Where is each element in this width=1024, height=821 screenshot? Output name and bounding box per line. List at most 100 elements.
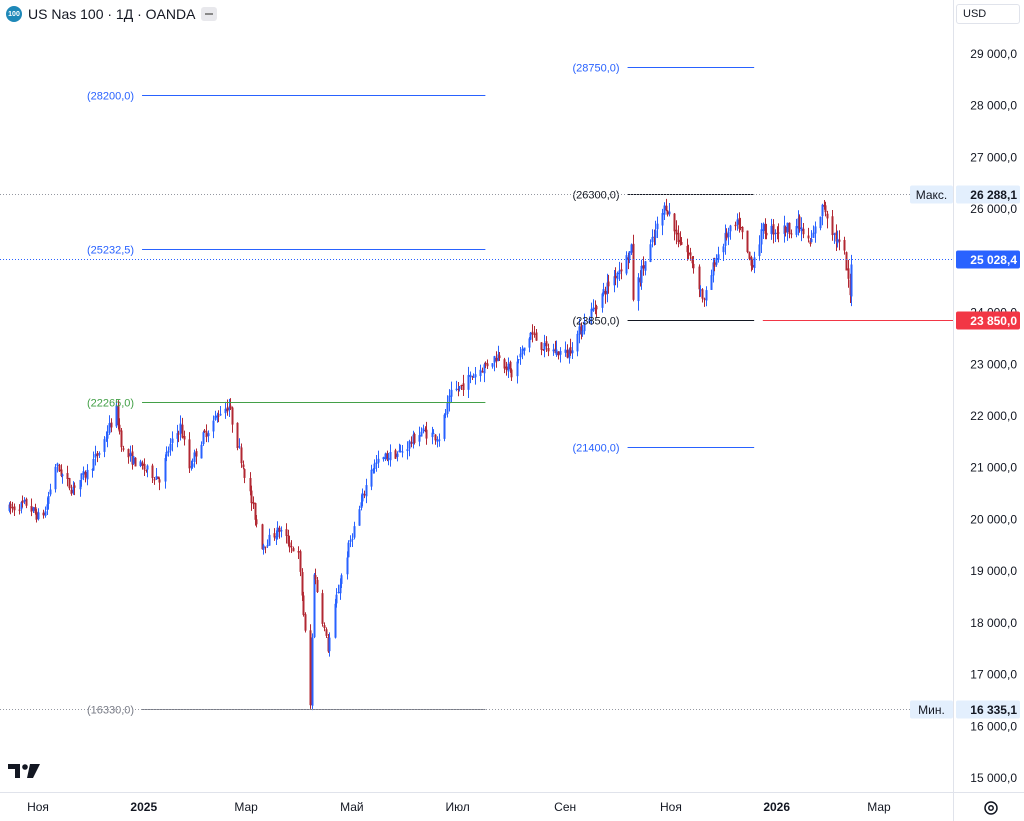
candle	[115, 405, 118, 427]
candle	[613, 276, 616, 286]
candle	[347, 542, 350, 558]
candle	[408, 441, 411, 449]
candle	[814, 226, 817, 234]
candle	[313, 574, 316, 638]
candle	[18, 509, 21, 511]
symbol-header[interactable]: 100 US Nas 100 · 1Д · OANDA	[6, 4, 218, 24]
currency-button[interactable]: USD	[956, 4, 1020, 24]
last-price-tag	[956, 250, 1020, 269]
candle	[217, 415, 220, 417]
candle	[394, 450, 397, 459]
candle	[444, 414, 447, 416]
fib-level-label: (26300,0)	[572, 190, 619, 202]
x-tick-label: 2025	[130, 800, 157, 814]
candle	[70, 489, 73, 494]
candle	[809, 240, 812, 245]
y-tick-label: 19 000,0	[970, 564, 1017, 578]
candle	[207, 433, 210, 437]
candle	[507, 363, 510, 372]
candle	[578, 326, 581, 335]
fibonacci-levels[interactable]: (28200,0) (25232,5) (22265,0) (16330,0) (287…	[87, 63, 755, 717]
candle	[25, 498, 28, 506]
candle	[268, 534, 271, 546]
candle	[713, 262, 716, 267]
candle	[365, 485, 368, 497]
y-tick-label: 15 000,0	[970, 771, 1017, 785]
low-tag	[956, 700, 1020, 719]
candle	[523, 347, 526, 351]
candle	[460, 384, 463, 386]
candle	[337, 591, 340, 594]
fib-level-label: (28750,0)	[572, 63, 619, 75]
collapse-legend-button[interactable]	[201, 7, 218, 21]
candle	[486, 363, 489, 367]
candle	[287, 535, 290, 544]
candle	[691, 256, 694, 264]
candle	[214, 415, 217, 420]
candle	[810, 238, 813, 243]
candle	[229, 405, 232, 409]
candle	[479, 369, 482, 377]
candle	[311, 637, 314, 706]
candle	[505, 366, 508, 370]
candle	[273, 533, 276, 538]
candle	[309, 630, 312, 706]
candle	[701, 289, 704, 299]
candle	[750, 257, 753, 266]
candle	[649, 244, 652, 262]
gear-icon[interactable]	[980, 797, 1002, 819]
symbol-title[interactable]: US Nas 100 · 1Д · OANDA	[28, 6, 196, 22]
candle	[448, 395, 451, 404]
candle	[92, 458, 95, 471]
candle	[654, 230, 657, 238]
candle	[240, 447, 243, 464]
candle	[455, 388, 458, 390]
candle	[509, 361, 512, 370]
candle	[601, 293, 604, 308]
candle	[219, 413, 222, 416]
candle	[183, 436, 186, 440]
y-tick-label: 18 000,0	[970, 616, 1017, 630]
candle	[722, 246, 725, 253]
candle	[545, 341, 548, 347]
candle	[145, 469, 148, 471]
candle	[469, 374, 472, 377]
candle	[181, 424, 184, 438]
candle	[122, 448, 125, 450]
candle	[751, 265, 754, 268]
candle	[11, 507, 14, 509]
candle	[812, 232, 815, 238]
candle	[255, 519, 258, 525]
candle	[335, 594, 338, 604]
tradingview-logo-icon[interactable]	[8, 762, 42, 780]
candle	[819, 216, 822, 229]
x-tick-label: Мар	[234, 800, 258, 814]
candle	[66, 473, 69, 479]
candle	[569, 347, 572, 354]
x-tick-label: Май	[340, 800, 364, 814]
candle	[802, 228, 805, 235]
candle	[630, 244, 633, 253]
candle	[467, 375, 470, 390]
candle	[21, 500, 24, 503]
candle	[171, 438, 174, 443]
candle	[9, 503, 12, 509]
candle	[736, 219, 739, 225]
candle	[285, 529, 288, 536]
candle	[533, 333, 536, 335]
candle	[304, 614, 307, 631]
candle	[275, 536, 278, 540]
candle	[727, 231, 730, 238]
candle	[698, 266, 701, 290]
candle	[120, 430, 123, 448]
candle	[498, 355, 501, 359]
candle	[665, 205, 668, 211]
candle	[418, 435, 421, 442]
x-tick-label: Ноя	[660, 800, 682, 814]
candle	[108, 423, 111, 434]
candle	[547, 348, 550, 352]
y-tick-label: 29 000,0	[970, 47, 1017, 61]
candle	[777, 232, 780, 234]
